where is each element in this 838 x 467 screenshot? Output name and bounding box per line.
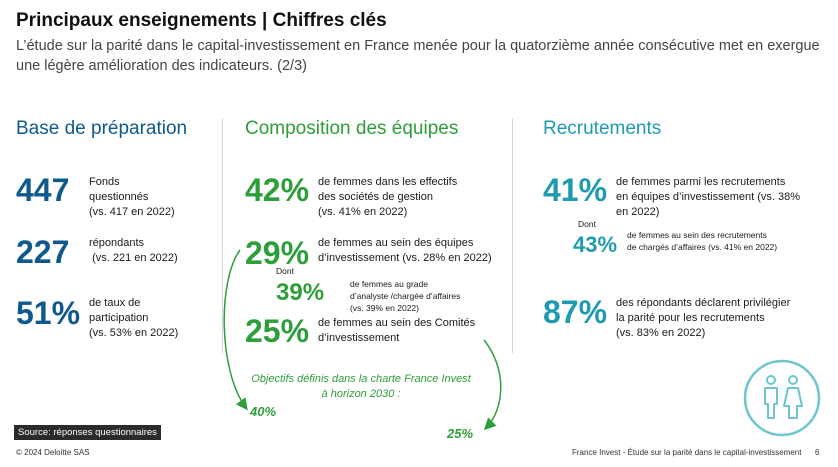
stat-funds-value: 447 <box>16 172 70 208</box>
arrow-to-25 <box>483 339 502 431</box>
source-label: Source: réponses questionnaires <box>14 425 161 440</box>
dont-label-recrutements: Dont <box>578 219 596 229</box>
stat-women-investment-desc: de femmes au sein des équipes d’investis… <box>318 237 492 264</box>
stat-women-analyst-value: 39% <box>276 279 325 306</box>
page-number: 6 <box>815 448 820 457</box>
stat-women-workforce-value: 42% <box>245 172 310 208</box>
stat-women-committee-value: 25% <box>245 313 310 349</box>
stat-recruit-investment-desc: de femmes parmi les recrutements en équi… <box>616 176 801 218</box>
heading-preparation: Base de préparation <box>16 118 188 139</box>
stat-women-workforce-desc: de femmes dans les effectifs des société… <box>318 176 458 218</box>
stat-recruit-investment-value: 41% <box>543 172 608 208</box>
arrow-to-40 <box>223 249 248 411</box>
stat-women-investment-value: 29% <box>245 235 310 271</box>
column-divider-2 <box>512 118 513 353</box>
stat-women-committee-desc: de femmes au sein des Comités d’investis… <box>318 317 476 344</box>
stat-funds-desc: Fonds questionnés (vs. 417 en 2022) <box>89 176 175 218</box>
stat-recruit-analyst-value: 43% <box>573 232 618 257</box>
page-title: Principaux enseignements | Chiffres clés <box>16 10 387 31</box>
heading-composition: Composition des équipes <box>245 118 459 139</box>
document-title: France Invest - Étude sur la parité dans… <box>572 448 802 457</box>
heading-recrutements: Recrutements <box>543 118 662 139</box>
goal-investment-teams: 40% <box>250 404 277 419</box>
page-subtitle: L’étude sur la parité dans le capital-in… <box>16 38 820 74</box>
stat-parity-priority-value: 87% <box>543 294 608 330</box>
stat-participation-value: 51% <box>16 295 81 331</box>
stat-respondents-value: 227 <box>16 234 70 270</box>
objectives-note: Objectifs définis dans la charte France … <box>251 373 471 400</box>
copyright: © 2024 Deloitte SAS <box>16 448 90 457</box>
stat-parity-priority-desc: des répondants déclarent privilégier la … <box>616 297 791 339</box>
man-woman-icon <box>743 359 821 437</box>
stat-respondents-desc: répondants (vs. 221 en 2022) <box>89 237 178 264</box>
stat-women-analyst-desc: de femmes au grade d’analyste /chargée d… <box>350 279 461 313</box>
stat-recruit-analyst-desc: de femmes au sein des recrutements de ch… <box>627 230 778 252</box>
stat-participation-desc: de taux de participation (vs. 53% en 202… <box>89 297 179 339</box>
dont-label-composition: Dont <box>276 266 294 276</box>
column-divider-1 <box>222 118 223 353</box>
goal-committees: 25% <box>447 426 474 441</box>
